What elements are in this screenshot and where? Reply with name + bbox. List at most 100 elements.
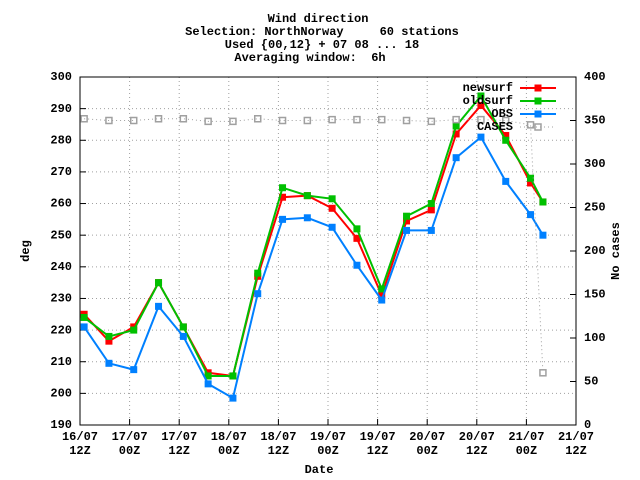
y-tick-label: 300 bbox=[50, 70, 72, 84]
data-point bbox=[204, 380, 212, 388]
x-tick-label: 12Z bbox=[565, 444, 587, 458]
legend-label: oldsurf bbox=[463, 94, 513, 108]
data-point bbox=[452, 154, 460, 162]
legend-marker bbox=[534, 97, 542, 105]
legend-marker bbox=[534, 110, 542, 118]
y-tick-label: 250 bbox=[50, 228, 72, 242]
data-point bbox=[427, 206, 435, 214]
data-point bbox=[403, 226, 411, 234]
data-point bbox=[527, 211, 535, 219]
data-point bbox=[179, 115, 188, 123]
data-point bbox=[527, 174, 535, 182]
x-axis-label: Date bbox=[305, 463, 334, 477]
y-tick-label: 230 bbox=[50, 292, 72, 306]
data-point bbox=[353, 225, 361, 233]
data-point bbox=[452, 122, 460, 130]
data-point bbox=[80, 323, 88, 331]
data-point bbox=[105, 332, 113, 340]
data-point bbox=[452, 115, 460, 124]
data-point bbox=[477, 115, 485, 124]
legend-label: CASES bbox=[477, 120, 513, 134]
data-point bbox=[501, 116, 510, 125]
x-tick-label: 00Z bbox=[317, 444, 339, 458]
data-point bbox=[353, 261, 361, 269]
data-point bbox=[204, 372, 212, 380]
data-point bbox=[328, 204, 336, 212]
data-point bbox=[539, 198, 547, 206]
data-point bbox=[403, 212, 411, 220]
data-point bbox=[229, 372, 237, 380]
data-point bbox=[502, 177, 510, 185]
y-tick-label: 200 bbox=[50, 387, 72, 401]
x-tick-label: 12Z bbox=[69, 444, 91, 458]
data-point bbox=[105, 116, 113, 125]
x-tick-label: 19/07 bbox=[360, 430, 396, 444]
x-tick-label: 20/07 bbox=[459, 430, 495, 444]
x-tick-label: 12Z bbox=[168, 444, 190, 458]
x-tick-label: 00Z bbox=[416, 444, 438, 458]
y-tick-label: 240 bbox=[50, 260, 72, 274]
y2-tick-label: 150 bbox=[584, 288, 606, 302]
y2-tick-label: 0 bbox=[584, 418, 591, 432]
chart-title: Wind direction bbox=[268, 12, 369, 26]
y2-axis-label: No cases bbox=[609, 222, 623, 280]
data-point bbox=[229, 117, 237, 126]
data-point bbox=[526, 121, 535, 129]
data-point bbox=[427, 226, 435, 234]
y2-tick-label: 100 bbox=[584, 331, 606, 345]
data-point bbox=[254, 290, 262, 298]
data-point bbox=[378, 285, 386, 293]
x-tick-label: 00Z bbox=[218, 444, 240, 458]
x-tick-label: 19/07 bbox=[310, 430, 346, 444]
x-tick-label: 21/07 bbox=[508, 430, 544, 444]
data-point bbox=[279, 184, 287, 192]
x-tick-label: 21/07 bbox=[558, 430, 594, 444]
data-point bbox=[130, 326, 138, 334]
data-point bbox=[155, 302, 163, 310]
data-point bbox=[539, 369, 547, 377]
series-line bbox=[83, 135, 544, 400]
data-point bbox=[402, 116, 411, 125]
y-tick-label: 260 bbox=[50, 197, 72, 211]
series-line bbox=[83, 94, 544, 377]
data-point bbox=[80, 115, 88, 123]
data-point bbox=[105, 359, 113, 367]
y-tick-label: 280 bbox=[50, 133, 72, 147]
x-tick-label: 12Z bbox=[268, 444, 290, 458]
data-point bbox=[303, 214, 311, 222]
y-tick-label: 220 bbox=[50, 323, 72, 337]
data-point bbox=[477, 133, 485, 141]
data-point bbox=[303, 116, 312, 125]
data-point bbox=[130, 366, 138, 374]
data-point bbox=[179, 323, 187, 331]
y2-tick-label: 50 bbox=[584, 375, 598, 389]
data-point bbox=[328, 115, 336, 124]
plot-frame bbox=[79, 76, 577, 426]
y2-tick-label: 400 bbox=[584, 70, 606, 84]
y2-tick-label: 200 bbox=[584, 244, 606, 258]
x-tick-label: 16/07 bbox=[62, 430, 98, 444]
x-tick-label: 20/07 bbox=[409, 430, 445, 444]
data-point bbox=[378, 296, 386, 304]
y2-tick-label: 350 bbox=[584, 114, 606, 128]
data-point bbox=[253, 115, 262, 123]
legend-marker bbox=[534, 123, 542, 131]
x-tick-label: 17/07 bbox=[112, 430, 148, 444]
x-tick-label: 18/07 bbox=[211, 430, 247, 444]
data-point bbox=[303, 192, 311, 200]
legend-label: newsurf bbox=[463, 81, 513, 95]
data-point bbox=[328, 223, 336, 231]
data-point bbox=[129, 116, 138, 125]
y2-tick-label: 300 bbox=[584, 157, 606, 171]
x-tick-label: 12Z bbox=[466, 444, 488, 458]
x-tick-label: 17/07 bbox=[161, 430, 197, 444]
data-point bbox=[254, 269, 262, 277]
y-axis-label: deg bbox=[19, 240, 33, 262]
data-point bbox=[179, 332, 187, 340]
series-line bbox=[84, 118, 544, 373]
data-point bbox=[80, 313, 88, 321]
x-tick-label: 00Z bbox=[516, 444, 538, 458]
data-point bbox=[539, 231, 547, 239]
